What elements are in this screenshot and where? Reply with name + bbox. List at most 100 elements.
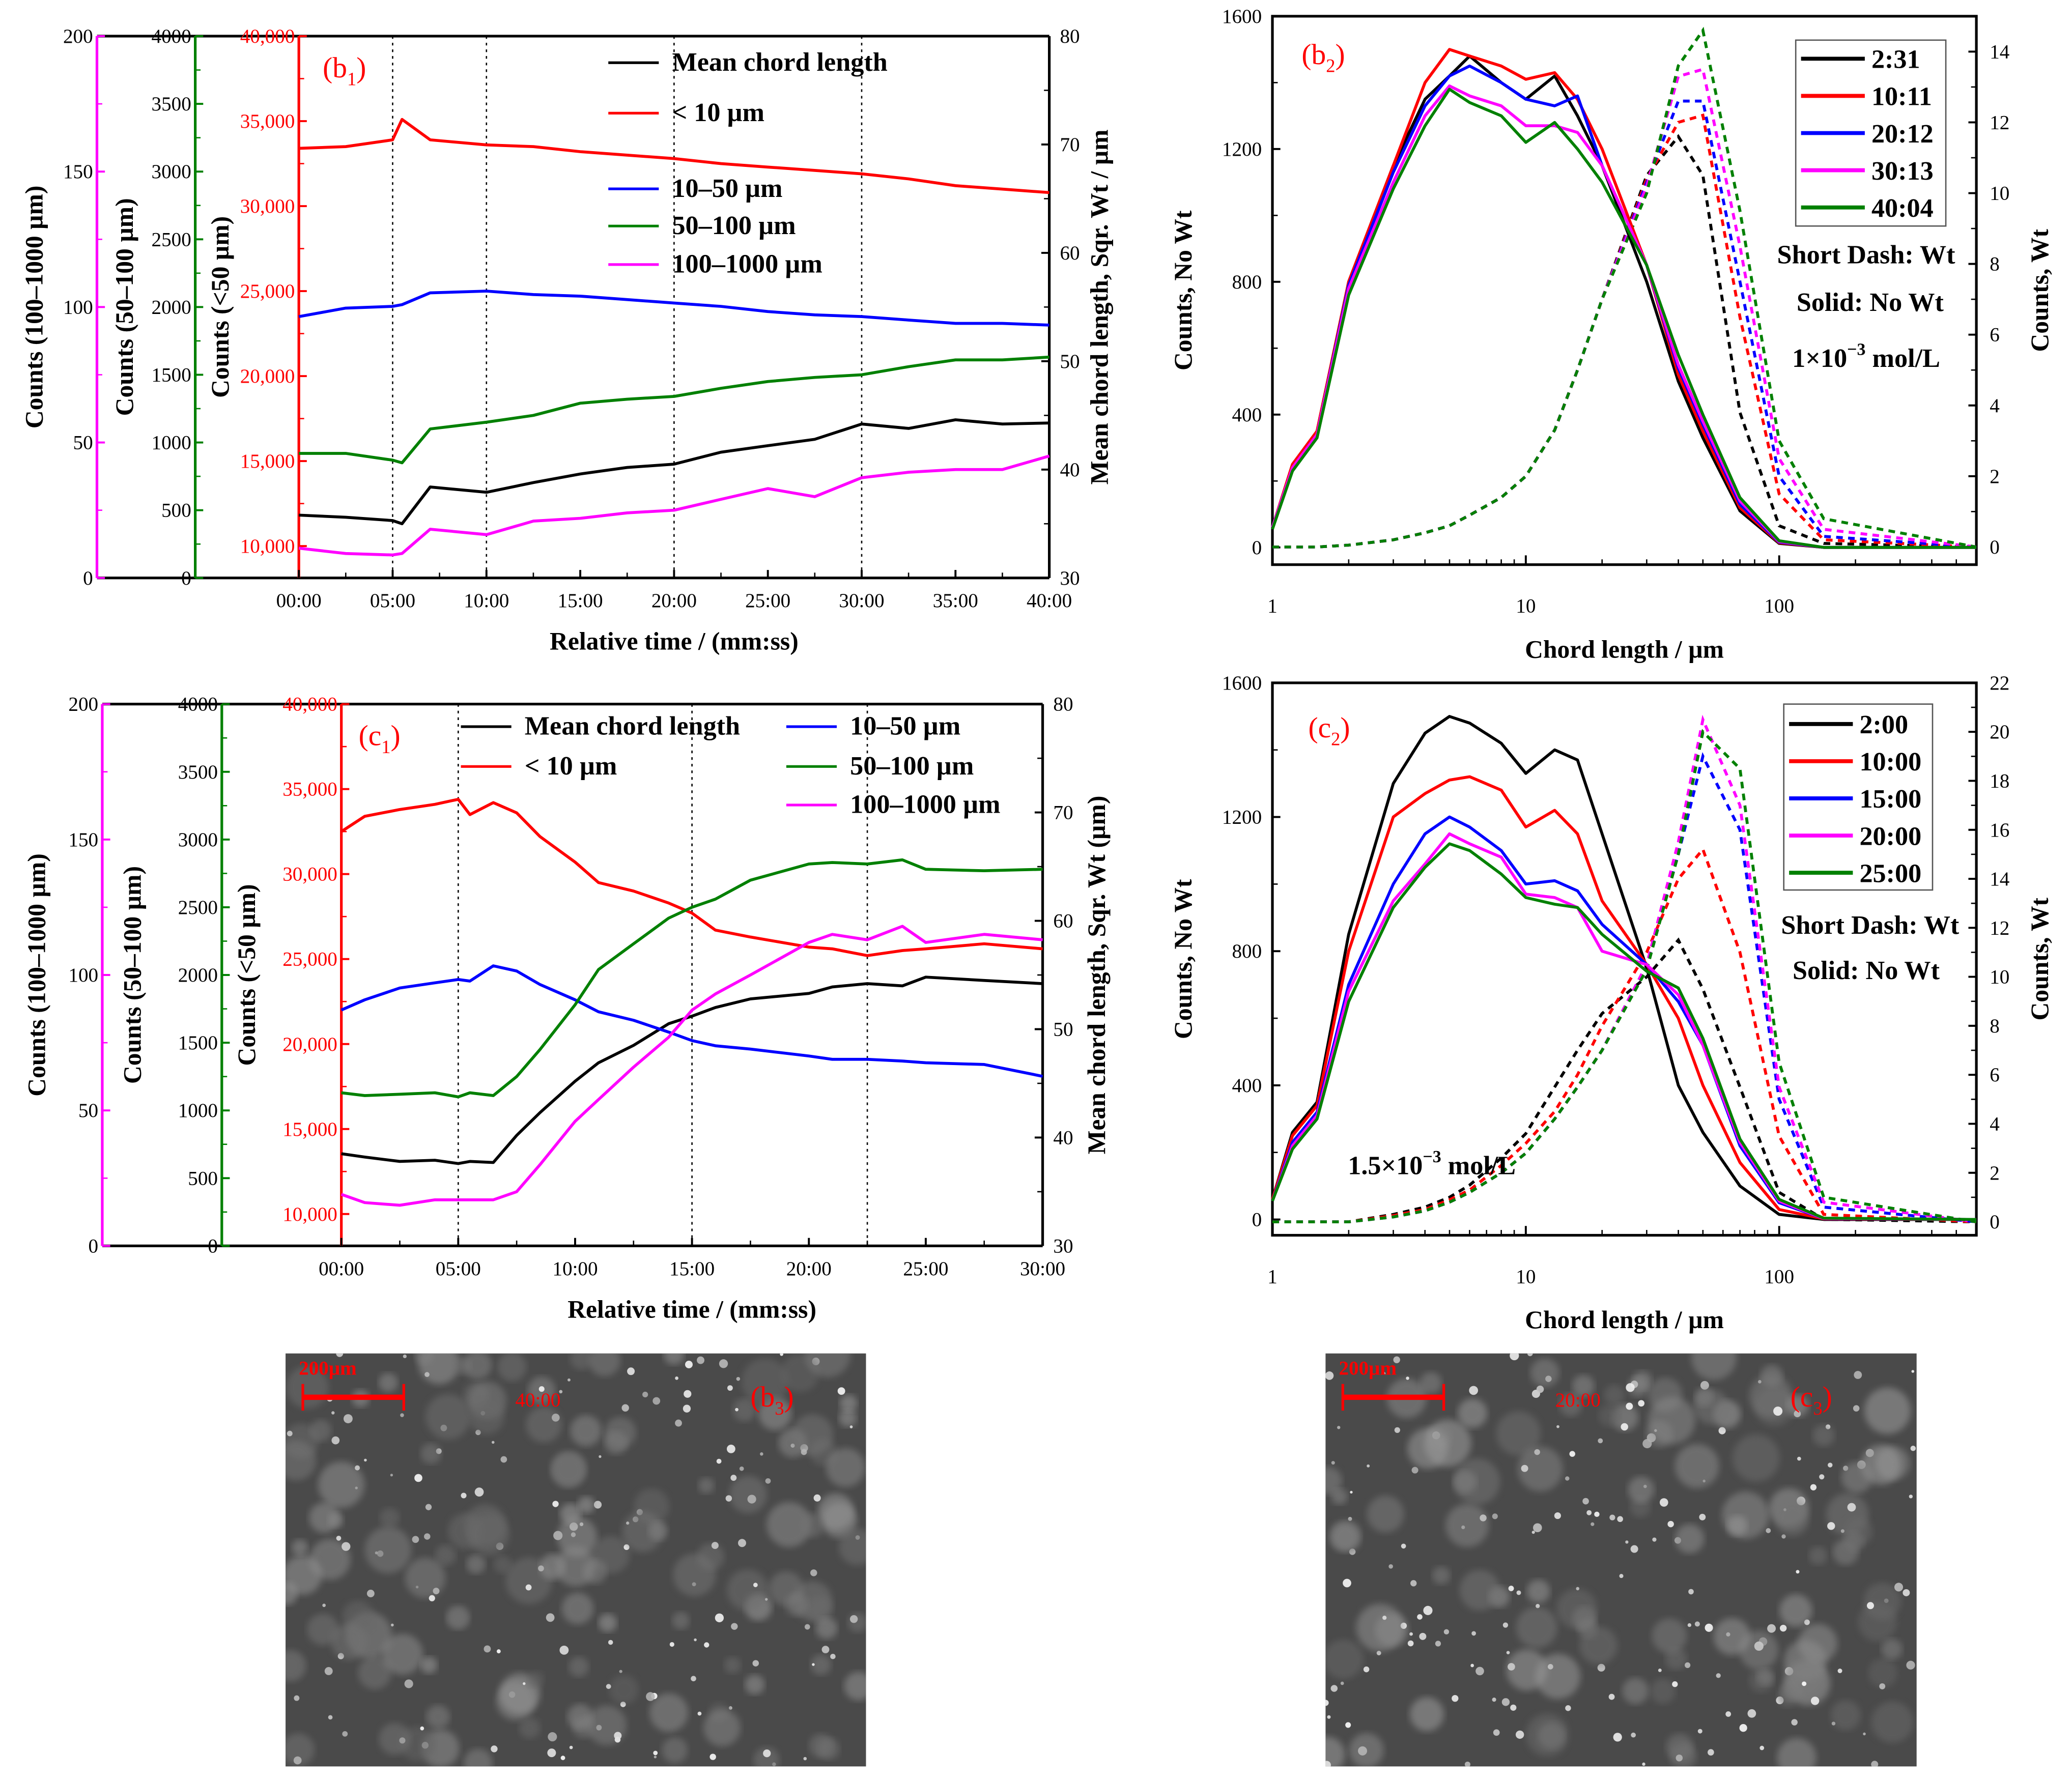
particle [468,1513,510,1556]
particle [741,1358,789,1405]
particle [1666,1733,1694,1761]
green-axis-tick-label: 3500 [152,93,191,115]
particle [684,1390,692,1398]
particle [1837,1669,1842,1674]
left-axis-tick-label: 400 [1232,1075,1262,1097]
x-axis-tick-label: 40:00 [1027,590,1072,612]
magenta-axis-tick-label: 50 [73,432,93,454]
left-axis-tick-label: 1600 [1222,672,1262,694]
particle [715,1613,724,1623]
right-axis-title: Mean chord length, Sqr. Wt (µm) [1083,796,1111,1155]
micrograph-c3: 200μm 20:00 (c3) [1325,1353,1917,1767]
particle [821,1646,830,1654]
particle [1598,1438,1603,1444]
note-dash-wt: Short Dash: Wt [1777,240,1956,269]
particle [1516,1590,1521,1595]
green-axis-tick-label: 0 [181,567,191,589]
particle [526,1406,562,1443]
particle [1325,1371,1334,1380]
particle [1471,1631,1477,1636]
particle [1409,1632,1413,1636]
particle [1628,1476,1655,1503]
particle [1697,1729,1702,1734]
particle [1911,1370,1915,1373]
x-axis-tick-label: 1 [1267,595,1278,617]
particle [1622,1678,1649,1704]
panel-label: (c2) [1308,712,1350,750]
particle [555,1546,596,1587]
particle [1604,1385,1625,1405]
particle [1579,1626,1617,1664]
panel-label: (b2) [1301,39,1345,76]
particle [1325,1639,1364,1679]
particle [390,1623,394,1627]
particle [1853,1405,1860,1412]
particle [1688,1589,1694,1595]
right-axis-tick-label: 60 [1053,910,1073,932]
particle [1349,1733,1384,1767]
particle [426,1705,450,1729]
particle [382,1633,423,1675]
green-axis-tick-label: 4000 [152,25,191,47]
concentration-label: 1×10−3 mol/L [1792,340,1940,372]
particle [815,1617,838,1639]
particle [1533,1523,1542,1533]
particle [1458,1398,1487,1428]
particle [669,1642,674,1647]
particle [812,1663,815,1666]
legend-label: < 10 µm [525,751,617,781]
particle [378,1373,398,1392]
green-axis-tick-label: 2000 [152,296,191,318]
particle [1569,1451,1575,1457]
particle [1694,1390,1729,1424]
particle [704,1642,709,1648]
particle [570,1353,593,1370]
particle [1647,1433,1656,1443]
particle [1419,1632,1427,1640]
particle [1779,1624,1787,1632]
particle [1716,1673,1721,1678]
right-axis-tick-label: 10 [1990,183,2009,205]
x-axis-tick-label: 1 [1267,1266,1278,1287]
legend-label: Mean chord length [672,47,887,77]
particle [1672,1681,1678,1687]
particle [494,1555,512,1574]
particle [1700,1381,1709,1390]
particle [570,1415,602,1447]
x-axis-title: Relative time / (mm:ss) [550,627,799,655]
particle [1691,1353,1737,1381]
red-axis-tick-label: 20,000 [240,365,295,387]
particle [1705,1623,1713,1632]
particle [1330,1685,1338,1692]
particle [1747,1709,1756,1718]
x-axis-title: Relative time / (mm:ss) [567,1295,816,1323]
green-axis-tick-label: 1500 [178,1032,218,1054]
particle [1407,1640,1414,1647]
series-line [299,118,1049,194]
particle [1345,1722,1351,1728]
particle [1713,1618,1751,1655]
particle [719,1359,728,1368]
right-axis-tick-label: 2 [1990,1162,2000,1184]
particle [1527,1353,1533,1357]
particle [1797,1456,1801,1461]
particle [752,1660,759,1667]
particle [727,1385,733,1391]
particle [791,1414,833,1456]
particle [546,1613,555,1622]
particle [1337,1426,1341,1429]
particle [1791,1719,1798,1726]
series-line [340,964,1043,1078]
green-axis-title: Counts (50–100 µm) [119,866,147,1084]
particle [805,1353,851,1377]
particle [379,1508,400,1528]
particle [736,1376,741,1381]
magenta-axis-tick-label: 50 [78,1100,98,1122]
right-axis-tick-label: 70 [1060,134,1080,156]
right-axis-tick-label: 30 [1060,567,1080,589]
particle [336,1353,344,1357]
right-axis-tick-label: 6 [1990,324,2000,346]
series-line [298,290,1049,327]
left-axis-tick-label: 1200 [1222,138,1262,160]
particle [469,1399,504,1434]
